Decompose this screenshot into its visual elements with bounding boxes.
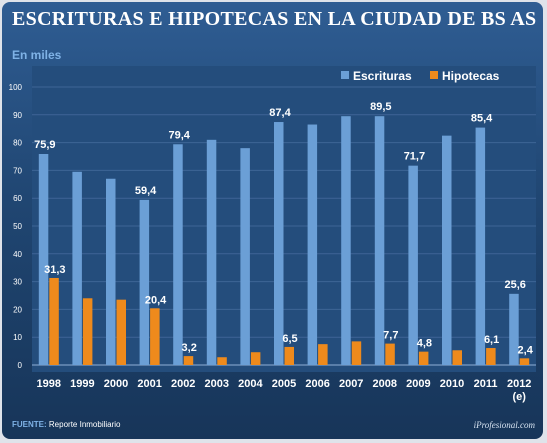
- hipotecas-bar: [150, 308, 160, 365]
- hipotecas-bar: [82, 298, 93, 365]
- hipotecas-data-label: 2,4: [518, 344, 534, 356]
- x-tick-label: 2004: [238, 378, 263, 390]
- legend-label-escrituras: Escrituras: [353, 69, 412, 83]
- escrituras-bar: [341, 116, 351, 365]
- hipotecas-bar: [452, 350, 462, 365]
- escrituras-data-label: 75,9: [34, 139, 55, 151]
- escrituras-data-label: 85,4: [471, 113, 493, 125]
- escrituras-data-label: 59,4: [135, 185, 157, 197]
- escrituras-data-label: 25,6: [504, 279, 525, 291]
- escrituras-data-label: 79,4: [168, 129, 190, 141]
- escrituras-bar: [139, 199, 150, 365]
- escrituras-bar: [475, 127, 486, 365]
- legend-label-hipotecas: Hipotecas: [442, 69, 500, 83]
- hipotecas-data-label: 31,3: [44, 264, 65, 276]
- escrituras-bar: [206, 139, 217, 365]
- hipotecas-bar: [183, 356, 194, 365]
- publisher-watermark: iProfesional.com: [473, 420, 535, 430]
- escrituras-data-label: 71,7: [404, 151, 425, 163]
- source-label: FUENTE:: [12, 420, 47, 429]
- escrituras-bar: [106, 178, 116, 365]
- x-tick-label: 2010: [440, 378, 464, 390]
- escrituras-bar: [374, 116, 385, 365]
- hipotecas-bar: [250, 352, 261, 365]
- x-tick-label: 2006: [305, 378, 329, 390]
- y-tick-label: 0: [18, 361, 23, 370]
- hipotecas-data-label: 6,1: [484, 334, 499, 346]
- hipotecas-bar: [486, 348, 496, 365]
- legend-swatch-escrituras: [341, 71, 349, 79]
- source-footer: FUENTE: Reporte Inmobiliario: [12, 420, 121, 429]
- hipotecas-bar: [385, 343, 395, 365]
- source-value: Reporte Inmobiliario: [48, 420, 121, 429]
- hipotecas-bar: [519, 358, 530, 365]
- x-tick-label: 2001: [137, 378, 161, 390]
- hipotecas-data-label: 6,5: [282, 333, 297, 345]
- escrituras-bar: [307, 124, 318, 365]
- plot-area: [32, 66, 536, 372]
- x-tick-label: 2002: [171, 378, 195, 390]
- y-tick-label: 10: [13, 333, 22, 342]
- hipotecas-bar: [116, 299, 126, 365]
- escrituras-bar: [240, 148, 250, 365]
- hipotecas-bar: [49, 277, 59, 365]
- hipotecas-data-label: 3,2: [182, 342, 197, 354]
- hipotecas-data-label: 7,7: [383, 330, 398, 342]
- x-tick-label: 1999: [70, 378, 94, 390]
- y-tick-label: 30: [13, 278, 22, 287]
- escrituras-data-label: 89,5: [370, 101, 391, 113]
- x-tick-label: 2007: [339, 378, 363, 390]
- y-tick-label: 20: [13, 305, 22, 314]
- y-tick-label: 70: [13, 166, 22, 175]
- escrituras-bar: [274, 122, 284, 365]
- x-tick-label: 2000: [104, 378, 128, 390]
- escrituras-bar: [72, 171, 82, 365]
- escrituras-bar: [408, 165, 418, 365]
- escrituras-bar: [38, 153, 49, 365]
- hipotecas-bar: [318, 344, 328, 365]
- y-tick-label: 80: [13, 139, 22, 148]
- escrituras-data-label: 87,4: [269, 107, 291, 119]
- x-tick-label: 2012: [507, 378, 531, 390]
- x-tick-label: 1998: [37, 378, 61, 390]
- x-tick-label: 2008: [373, 378, 397, 390]
- x-tick-label: 2003: [205, 378, 229, 390]
- escrituras-bar: [173, 144, 183, 365]
- legend-swatch-hipotecas: [430, 71, 438, 79]
- x-tick-label: 2011: [474, 378, 498, 390]
- hipotecas-bar: [217, 357, 227, 365]
- x-tick-label: 2009: [406, 378, 430, 390]
- hipotecas-bar: [418, 351, 429, 365]
- hipotecas-bar: [351, 341, 362, 365]
- y-tick-label: 100: [9, 83, 23, 92]
- y-tick-label: 50: [13, 222, 22, 231]
- x-tick-label: 2005: [272, 378, 296, 390]
- x-tick-note: (e): [512, 391, 526, 403]
- y-tick-label: 60: [13, 194, 22, 203]
- y-tick-label: 40: [13, 250, 22, 259]
- hipotecas-data-label: 20,4: [145, 294, 167, 306]
- hipotecas-data-label: 4,8: [417, 338, 432, 350]
- escrituras-bar: [509, 293, 519, 365]
- y-tick-label: 90: [13, 111, 22, 120]
- chart-title: ESCRITURAS E HIPOTECAS EN LA CIUDAD DE B…: [12, 8, 537, 30]
- escrituras-bar: [442, 135, 452, 365]
- chart-units-label: En miles: [12, 48, 62, 62]
- hipotecas-bar: [284, 346, 294, 365]
